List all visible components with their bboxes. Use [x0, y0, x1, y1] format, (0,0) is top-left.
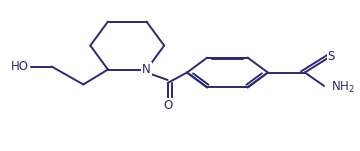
Text: S: S — [328, 50, 335, 63]
Text: N: N — [142, 63, 151, 76]
Text: NH$_2$: NH$_2$ — [331, 80, 355, 95]
Text: O: O — [163, 99, 172, 112]
Text: HO: HO — [11, 60, 29, 73]
